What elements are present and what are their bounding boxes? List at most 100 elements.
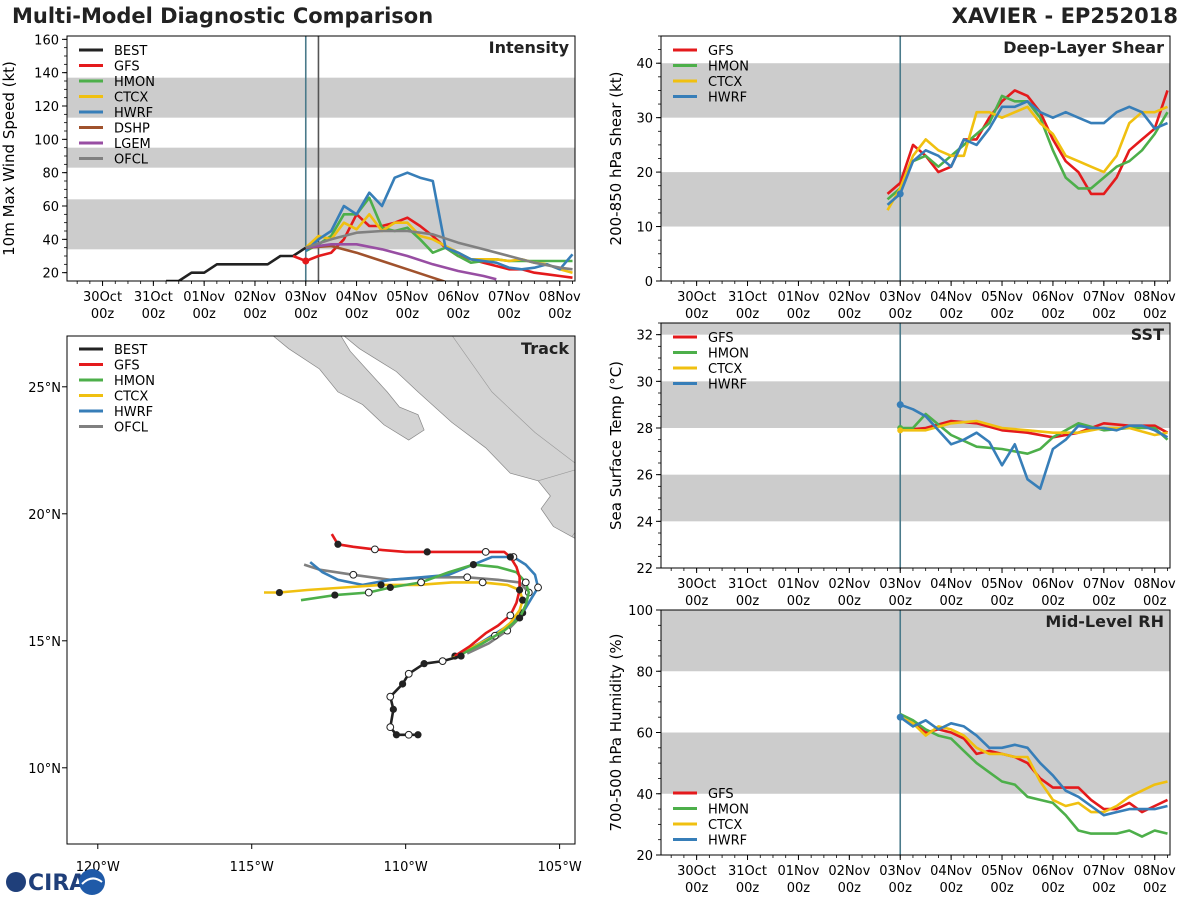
panel-title: Intensity [489,38,570,57]
x-tick-label: 00z [685,881,709,896]
legend-label: DSHP [114,122,150,137]
x-tick-label: 07Nov [1083,864,1125,879]
y-tick-label: 20 [636,166,653,181]
panel-rh: 20 40 60 80 100 30Oct 00z 31Oct 00z 01Nov 00z 02Nov… [607,604,1176,896]
land-group [272,336,575,539]
y-tick-label: 10 [636,221,653,236]
y-axis-label: Sea Surface Temp (°C) [607,361,625,530]
y-tick-label: 40 [636,788,653,803]
legend-label: BEST [114,343,147,358]
legend-label: LGEM [114,137,151,152]
x-tick-label: 06Nov [1032,577,1074,592]
x-tick-label: 05Nov [386,290,428,305]
x-tick-label: 00z [1041,594,1065,609]
x-tick-label: 03Nov [879,864,921,879]
x-tick-label: 01Nov [777,864,819,879]
x-tick-label: 105°W [538,860,582,875]
legend-label: BEST [114,44,147,59]
shaded-band [661,172,1170,227]
x-tick-label: 00z [736,307,760,322]
track-point-filled [515,614,524,622]
state-border [452,336,575,464]
track-point-open [364,588,373,597]
track-point-filled [457,652,465,660]
track-gfs [330,533,521,658]
x-tick-label: 08Nov [1134,864,1176,879]
x-tick-label: 00z [939,881,963,896]
track-point-filled [414,731,422,739]
y-tick-label: 25°N [28,381,61,396]
panel-sst: 22 24 26 28 30 32 30Oct 00z 31Oct 00z 01Nov 00z 02No… [607,322,1176,609]
track-point-open [404,669,413,678]
x-tick-label: 31Oct [134,290,173,305]
x-tick-label: 00z [685,307,709,322]
y-tick-label: 28 [636,422,653,437]
panel-frame [660,609,1171,856]
y-axis-label: 700-500 hPa Humidity (%) [607,633,625,831]
storm-title: XAVIER - EP252018 [951,4,1178,28]
y-tick-label: 100 [628,604,653,619]
x-tick-label: 00z [990,881,1014,896]
x-tick-label: 00z [1092,594,1116,609]
y-tick-label: 30 [636,112,653,127]
x-tick-label: 00z [243,307,267,322]
x-tick-label: 06Nov [1032,864,1074,879]
legend-label: CTCX [708,75,742,90]
track-hwrf [309,555,540,658]
track-point-filled [331,591,339,599]
track-point-open [481,548,490,556]
panel-title: Mid-Level RH [1045,612,1164,631]
track-point-filled [519,596,527,604]
shaded-band [661,63,1170,118]
panel-track: 120°W 115°W 110°W 105°W10°N15°N20°N25°NTrac… [28,335,582,875]
panel-shear: 0 10 20 30 40 30Oct 00z 31Oct 00z 01Nov 00z 02Nov 00… [607,35,1176,322]
y-tick-label: 0 [645,275,653,290]
x-tick-label: 00z [396,307,420,322]
x-tick-label: 05Nov [981,290,1023,305]
land-baja [272,336,425,441]
init-marker [896,401,904,409]
x-tick-label: 00z [787,307,811,322]
track-point-filled [377,581,385,589]
track-point-filled [506,553,514,561]
x-tick-label: 00z [990,307,1014,322]
x-tick-label: 00z [142,307,166,322]
shaded-band [67,77,575,118]
shaded-band [661,323,1170,335]
legend-label: GFS [114,60,140,75]
track-point-open [463,573,472,582]
tracks-group [264,533,542,739]
y-tick-label: 30 [636,375,653,390]
cira-logo: CIRA [4,866,108,898]
y-tick-label: 100 [34,133,59,148]
panel-frame [660,35,1171,282]
track-point-open [386,692,395,701]
init-marker [896,713,904,721]
track-point-filled [398,680,407,688]
track-point-open [534,583,542,592]
x-tick-label: 00z [838,594,862,609]
legend-label: HWRF [708,378,747,393]
legend-label: HMON [114,374,155,389]
y-tick-label: 24 [636,515,653,530]
shaded-band [661,610,1170,672]
y-tick-label: 80 [42,167,59,182]
figure-title: Multi-Model Diagnostic Comparison [12,4,434,28]
x-tick-label: 01Nov [777,290,819,305]
x-tick-label: 01Nov [183,290,225,305]
track-point-open [349,570,358,579]
series-hwrf [899,716,1168,817]
shaded-band [661,381,1170,428]
x-tick-label: 00z [889,307,913,322]
legend-label: HWRF [114,106,153,121]
x-tick-label: 07Nov [1083,290,1125,305]
shaded-band [67,199,575,250]
x-tick-label: 31Oct [728,290,767,305]
track-point-filled [423,548,431,556]
legend-label: OFCL [114,153,149,168]
x-tick-label: 00z [889,881,913,896]
track-point-filled [386,583,394,592]
track-ctcx [264,581,525,660]
panel-frame [66,335,576,845]
